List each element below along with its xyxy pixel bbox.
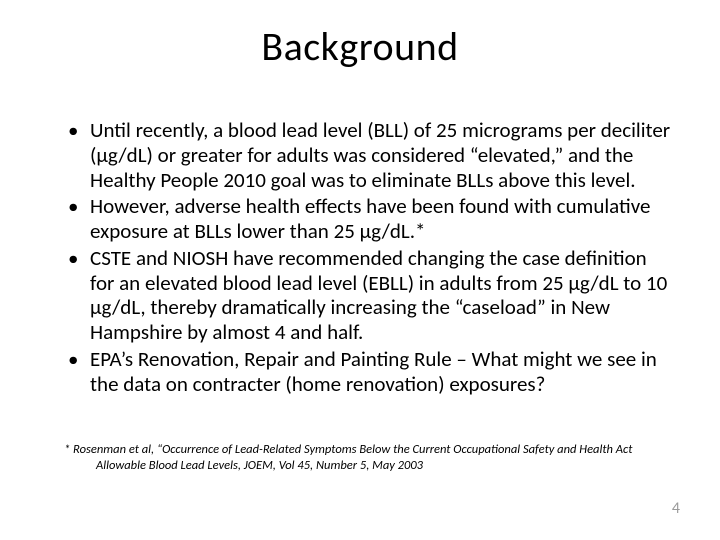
bullet-list: Until recently, a blood lead level (BLL)… (64, 118, 672, 396)
bullet-item: EPA’s Renovation, Repair and Painting Ru… (64, 347, 672, 397)
footnote-text: * Rosenman et al, “Occurrence of Lead-Re… (64, 442, 672, 473)
bullet-item: Until recently, a blood lead level (BLL)… (64, 118, 672, 192)
slide-title: Background (0, 22, 720, 71)
footnote: * Rosenman et al, “Occurrence of Lead-Re… (64, 442, 672, 473)
page-number: 4 (672, 499, 680, 518)
slide: Background Until recently, a blood lead … (0, 0, 720, 540)
slide-body: Until recently, a blood lead level (BLL)… (64, 118, 672, 398)
bullet-item: However, adverse health effects have bee… (64, 194, 672, 244)
bullet-item: CSTE and NIOSH have recommended changing… (64, 246, 672, 345)
